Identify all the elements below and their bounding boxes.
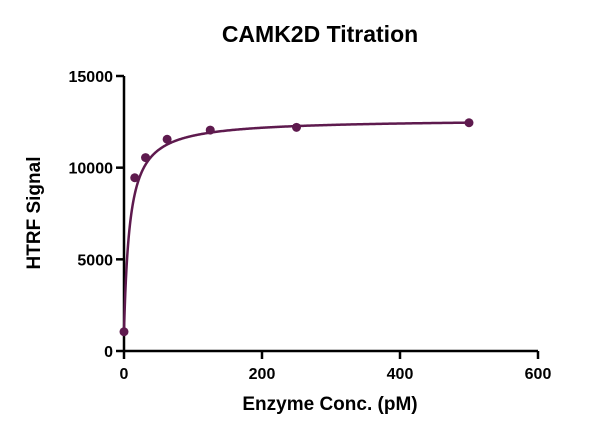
x-axis-label: Enzyme Conc. (pM): [242, 394, 417, 415]
y-axis-label: HTRF Signal: [24, 157, 45, 270]
x-tick-label: 400: [387, 366, 414, 383]
y-tick-label: 5000: [77, 252, 113, 269]
y-tick-label: 0: [104, 344, 113, 361]
data-point: [205, 125, 215, 135]
data-point: [292, 122, 301, 132]
y-ticks: 0 5000 10000 15000: [69, 69, 124, 361]
x-tick-label: 600: [525, 366, 552, 383]
fit-curve: [122, 121, 470, 332]
plot-area: 0 5000 10000 15000 0 200 400 600: [69, 69, 552, 383]
x-ticks: 0 200 400 600: [120, 351, 552, 383]
data-point: [162, 134, 172, 144]
data-point: [464, 118, 474, 128]
y-tick-label: 10000: [69, 161, 114, 178]
data-point: [141, 153, 151, 163]
data-point: [130, 173, 140, 183]
data-point: [119, 327, 129, 337]
chart-title: CAMK2D Titration: [222, 21, 418, 47]
x-tick-label: 0: [120, 366, 129, 383]
y-tick-label: 15000: [69, 69, 114, 86]
data-points: [119, 118, 474, 337]
x-tick-label: 200: [249, 366, 276, 383]
